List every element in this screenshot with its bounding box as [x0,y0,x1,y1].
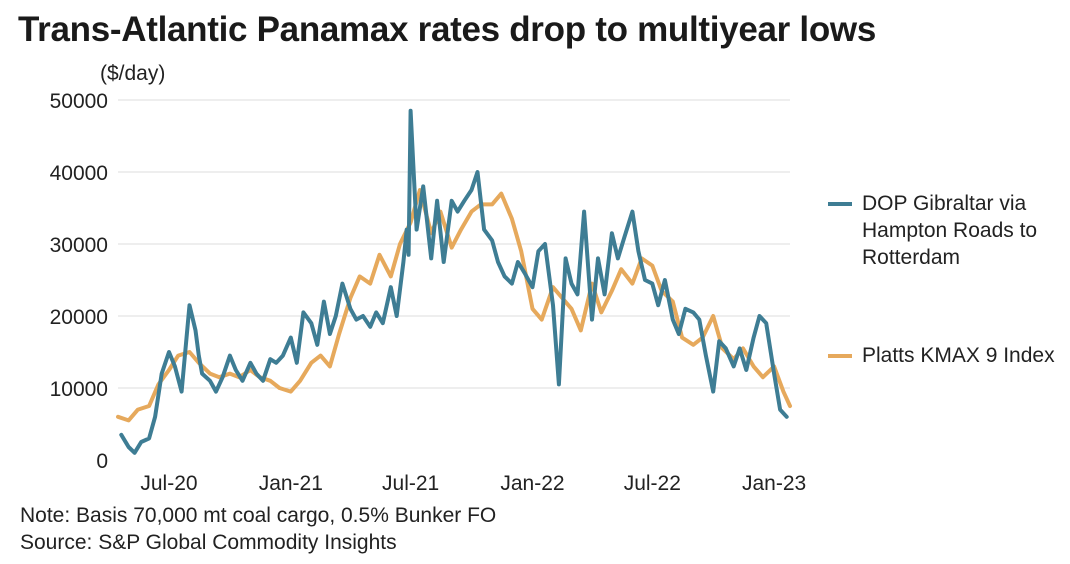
x-tick-label: Jan-23 [742,472,806,495]
x-tick-labels: Jul-20 Jan-21 Jul-21 Jan-22 Jul-22 Jan-23 [140,472,806,495]
x-tick-label: Jan-21 [259,472,323,495]
legend-swatch-series2 [828,354,852,358]
legend-label-series1: DOP Gibraltar via Hampton Roads to Rotte… [862,192,1038,269]
note-source: Source: S&P Global Commodity Insights [20,531,397,554]
note-basis: Note: Basis 70,000 mt coal cargo, 0.5% B… [20,504,497,527]
y-tick-label: 20000 [50,306,108,329]
legend-swatch-series1 [828,202,852,206]
x-tick-label: Jan-22 [500,472,564,495]
y-tick-label: 0 [96,450,108,473]
x-tick-label: Jul-20 [140,472,197,495]
y-tick-labels: 50000 40000 30000 20000 10000 0 [50,90,108,473]
legend-label-series2: Platts KMAX 9 Index [862,344,1055,367]
y-tick-label: 10000 [50,378,108,401]
x-tick-label: Jul-22 [624,472,681,495]
y-axis-unit-label: ($/day) [100,62,166,85]
y-tick-label: 40000 [50,162,108,185]
y-tick-label: 30000 [50,234,108,257]
x-tick-label: Jul-21 [382,472,439,495]
chart-notes: Note: Basis 70,000 mt coal cargo, 0.5% B… [20,502,496,556]
y-tick-label: 50000 [50,90,108,113]
series-line-dop-gibraltar [119,108,789,455]
series-lines [116,108,792,455]
chart-title: Trans-Atlantic Panamax rates drop to mul… [18,10,877,49]
